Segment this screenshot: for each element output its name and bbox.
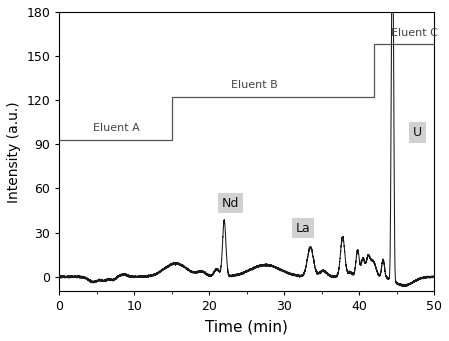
Text: Nd: Nd	[221, 197, 239, 210]
Y-axis label: Intensity (a.u.): Intensity (a.u.)	[7, 101, 21, 203]
Text: Eluent C: Eluent C	[391, 28, 437, 39]
X-axis label: Time (min): Time (min)	[205, 319, 288, 334]
Text: Eluent A: Eluent A	[93, 122, 140, 133]
Text: U: U	[413, 126, 422, 139]
Text: La: La	[295, 222, 310, 235]
Text: Eluent B: Eluent B	[231, 80, 277, 90]
